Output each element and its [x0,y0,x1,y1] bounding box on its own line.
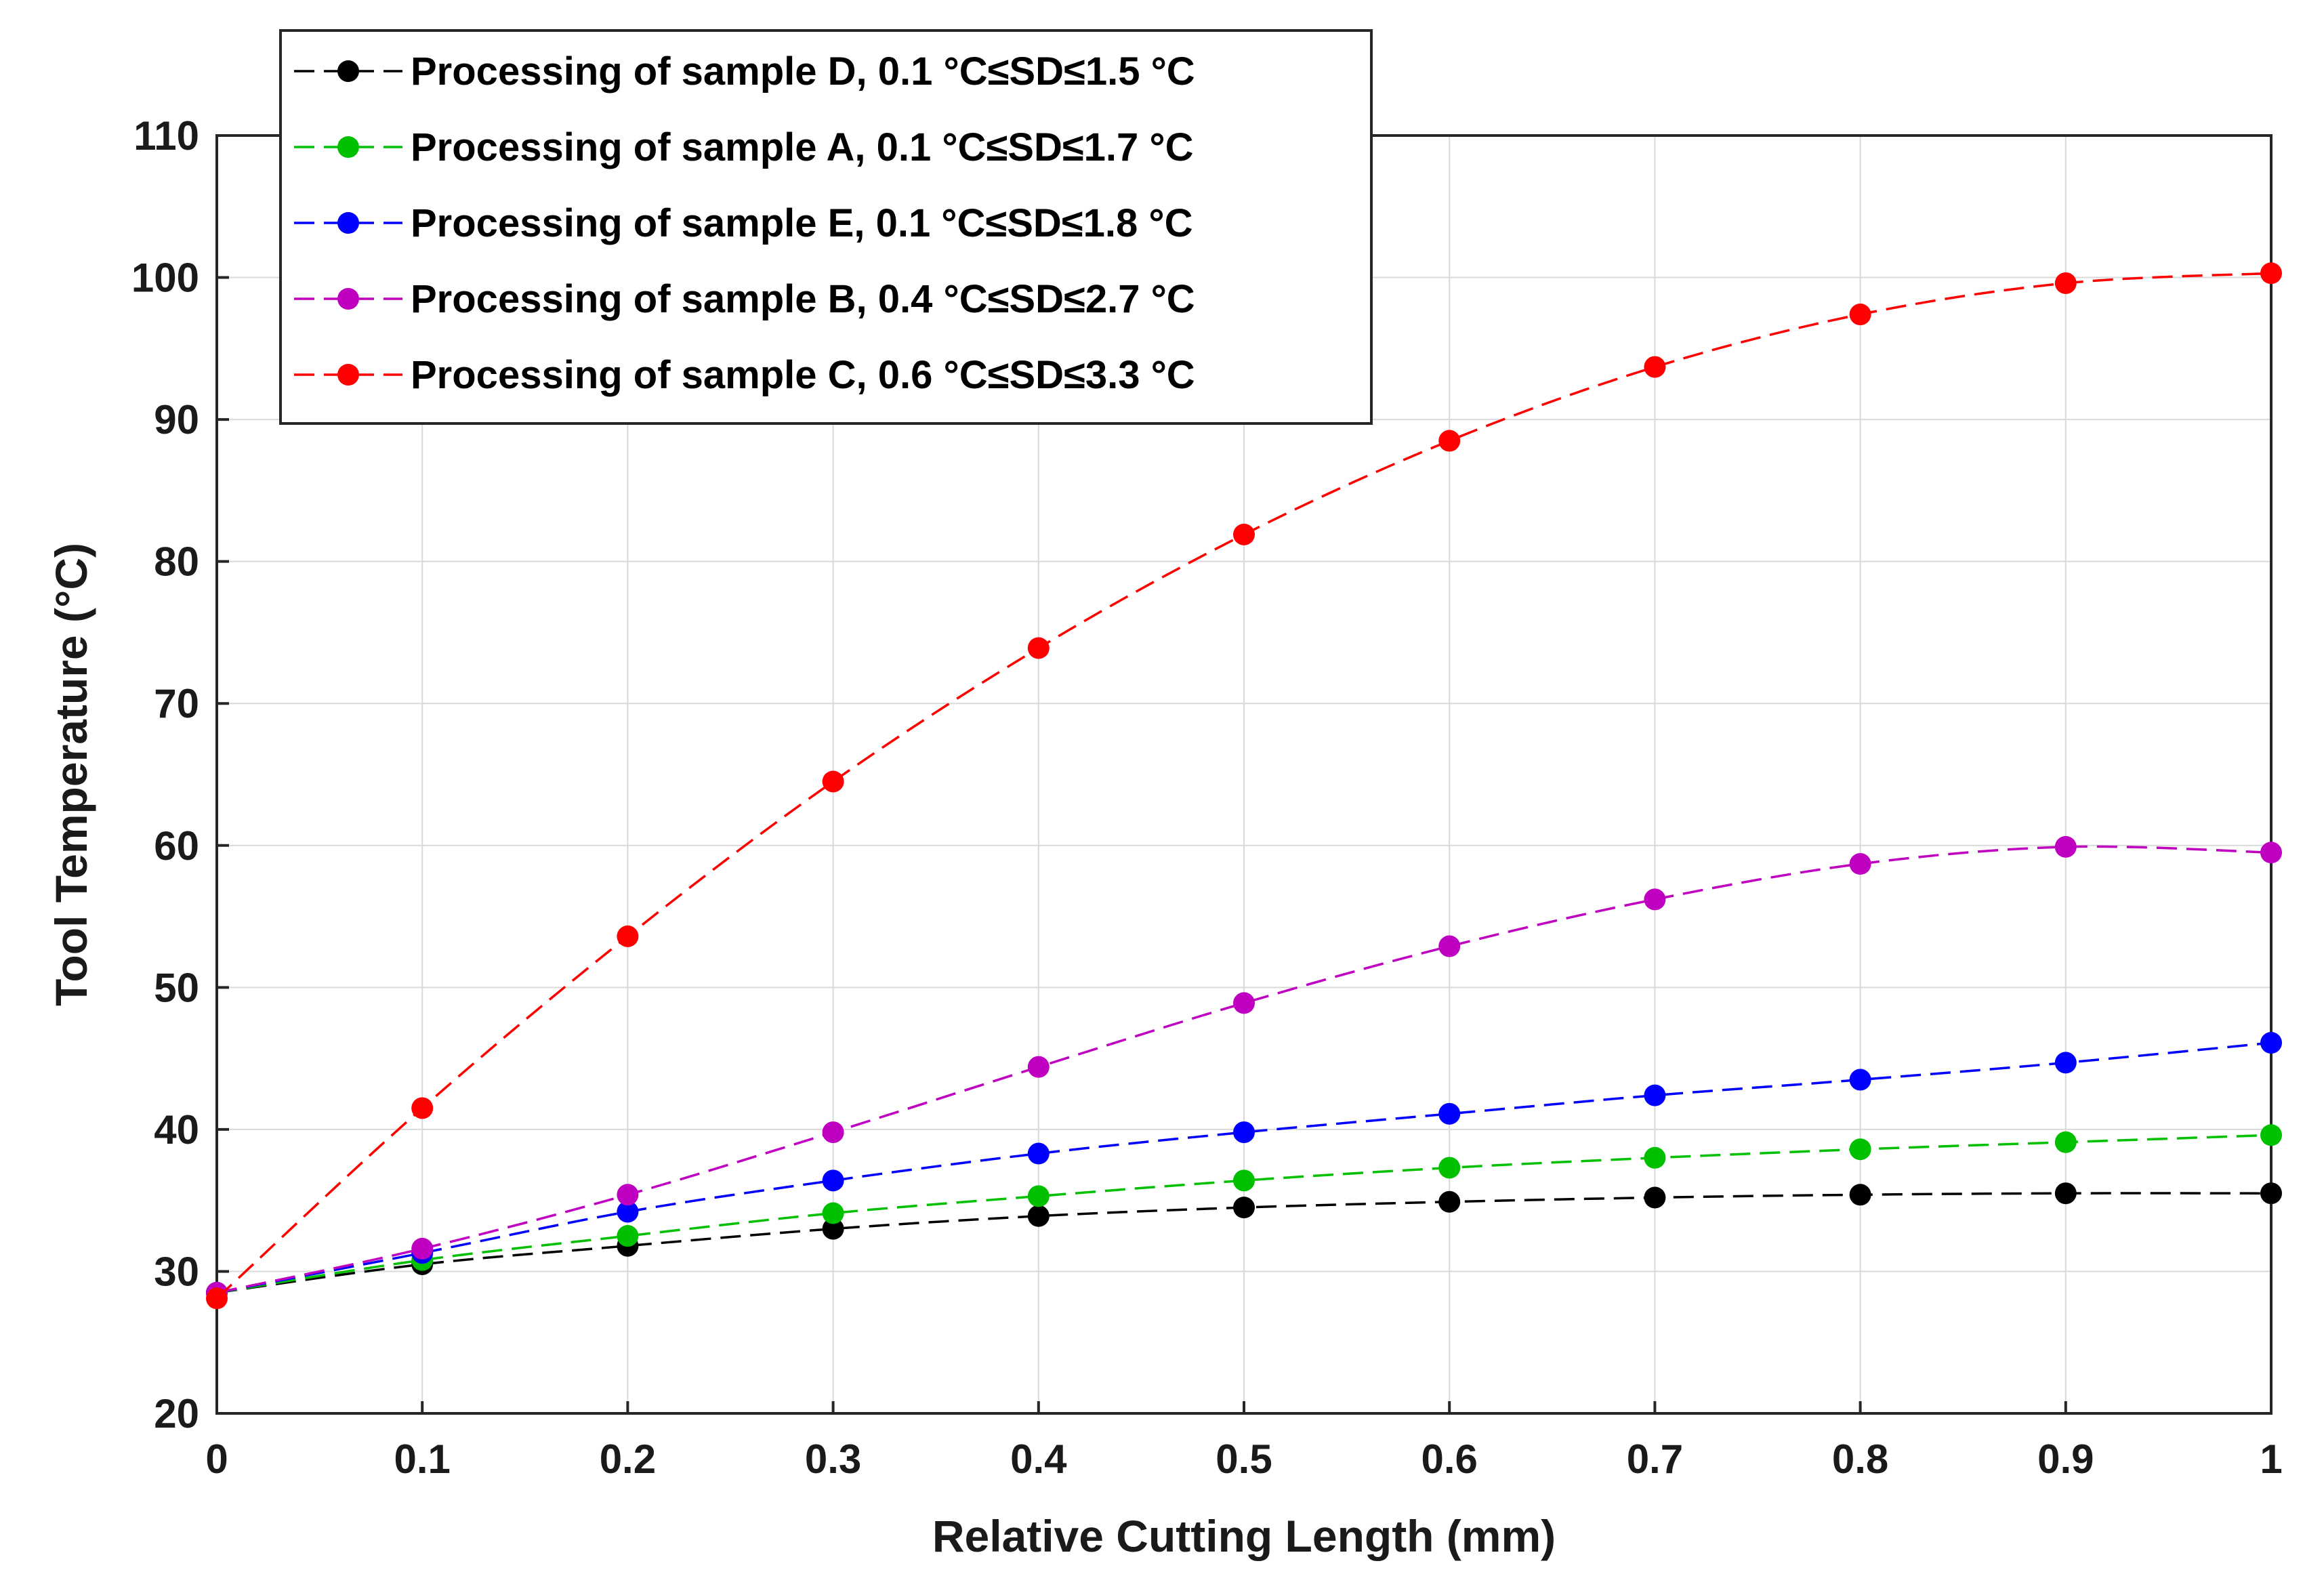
y-tick-label: 90 [154,397,199,442]
data-point-sample-c [1027,637,1050,659]
data-point-sample-a [1438,1157,1461,1179]
data-point-sample-b [411,1237,434,1260]
x-tick-label: 0.6 [1421,1436,1477,1482]
data-point-sample-b [2054,835,2077,858]
legend-label-sample-e: Processing of sample E, 0.1 °C≤SD≤1.8 °C [411,201,1192,245]
data-point-sample-b [1849,853,1871,875]
legend-item-sample-a: Processing of sample A, 0.1 °C≤SD≤1.7 °C [294,125,1194,169]
legend-marker-sample-a [337,136,359,158]
legend-item-sample-b: Processing of sample B, 0.4 °C≤SD≤2.7 °C [294,277,1195,321]
data-point-sample-a [1644,1146,1666,1169]
x-tick-label: 0 [205,1436,228,1482]
data-point-sample-d [1438,1190,1461,1213]
legend-label-sample-c: Processing of sample C, 0.6 °C≤SD≤3.3 °C [411,353,1195,397]
data-point-sample-a [822,1202,844,1224]
data-point-sample-c [1233,523,1255,545]
data-point-sample-b [1233,992,1255,1014]
data-point-sample-e [1438,1102,1461,1125]
data-point-sample-a [617,1225,639,1247]
data-point-sample-c [2260,262,2282,285]
x-tick-label: 0.9 [2037,1436,2094,1482]
x-tick-label: 1 [2260,1436,2282,1482]
data-point-sample-c [206,1287,228,1310]
x-axis: 0 0.1 0.2 0.3 0.4 0.5 0.6 0.7 0.8 0.9 1 [205,1401,2283,1482]
data-point-sample-d [2054,1182,2077,1205]
legend-label-sample-d: Processing of sample D, 0.1 °C≤SD≤1.5 °C [411,49,1195,94]
data-point-sample-e [1849,1069,1871,1091]
data-point-sample-a [1233,1169,1255,1192]
data-point-sample-d [2260,1182,2282,1205]
legend: Processing of sample D, 0.1 °C≤SD≤1.5 °C… [279,29,1373,425]
data-point-sample-a [1027,1185,1050,1207]
y-tick-label: 60 [154,823,199,869]
data-point-sample-b [1644,888,1666,911]
y-tick-label: 110 [133,113,199,159]
legend-item-sample-d: Processing of sample D, 0.1 °C≤SD≤1.5 °C [294,49,1195,94]
x-tick-label: 0.1 [394,1436,450,1482]
y-axis-title: Tool Temperature (°C) [46,543,96,1006]
legend-label-sample-b: Processing of sample B, 0.4 °C≤SD≤2.7 °C [411,277,1195,321]
data-point-sample-e [822,1169,844,1192]
y-tick-label: 100 [131,255,199,301]
data-point-sample-c [1644,356,1666,378]
y-tick-label: 50 [154,965,199,1010]
data-point-sample-d [822,1218,844,1240]
data-point-sample-b [1438,935,1461,957]
data-point-sample-e [1644,1084,1666,1106]
data-point-sample-a [2260,1124,2282,1146]
legend-label-sample-a: Processing of sample A, 0.1 °C≤SD≤1.7 °C [411,125,1194,169]
legend-marker-sample-d [337,60,359,82]
data-point-sample-b [822,1121,844,1144]
x-axis-title: Relative Cutting Length (mm) [932,1511,1556,1561]
data-point-sample-d [1849,1184,1871,1206]
x-tick-label: 0.3 [805,1436,861,1482]
series-layer [206,262,2282,1310]
y-tick-label: 70 [154,681,199,726]
data-point-sample-e [617,1201,639,1223]
data-point-sample-d [1233,1197,1255,1219]
legend-item-sample-e: Processing of sample E, 0.1 °C≤SD≤1.8 °C [294,201,1192,245]
y-tick-label: 80 [154,539,199,585]
data-point-sample-d [1644,1186,1666,1209]
series-line-sample-c [215,272,2272,1300]
y-tick-label: 20 [154,1391,199,1436]
data-point-sample-c [617,925,639,947]
data-point-sample-e [2260,1032,2282,1054]
data-point-sample-c [411,1097,434,1119]
data-point-sample-c [822,770,844,793]
x-tick-label: 0.8 [1832,1436,1888,1482]
data-point-sample-e [2054,1052,2077,1074]
data-point-sample-d [1027,1205,1050,1227]
y-axis: 20 30 40 50 60 70 80 90 100 110 [131,113,229,1436]
x-tick-label: 0.7 [1627,1436,1683,1482]
x-tick-label: 0.2 [600,1436,656,1482]
data-point-sample-c [1849,304,1871,326]
legend-marker-sample-b [337,288,359,310]
y-tick-label: 40 [154,1107,199,1153]
data-point-sample-a [1849,1138,1871,1161]
x-tick-label: 0.5 [1216,1436,1272,1482]
series-line-sample-b [216,845,2272,1294]
legend-marker-sample-e [337,212,359,234]
data-point-sample-c [1438,430,1461,452]
legend-marker-sample-c [337,364,359,386]
series-sample-b [206,835,2282,1304]
legend-box [279,29,1373,425]
legend-item-sample-c: Processing of sample C, 0.6 °C≤SD≤3.3 °C [294,353,1195,397]
data-point-sample-b [2260,842,2282,864]
data-point-sample-b [1027,1056,1050,1078]
data-point-sample-a [2054,1131,2077,1153]
data-point-sample-c [2054,272,2077,294]
data-point-sample-b [617,1184,639,1206]
x-tick-label: 0.4 [1010,1436,1067,1482]
y-tick-label: 30 [154,1249,199,1294]
data-point-sample-e [1027,1142,1050,1165]
series-sample-c [206,262,2282,1310]
data-point-sample-e [1233,1121,1255,1144]
